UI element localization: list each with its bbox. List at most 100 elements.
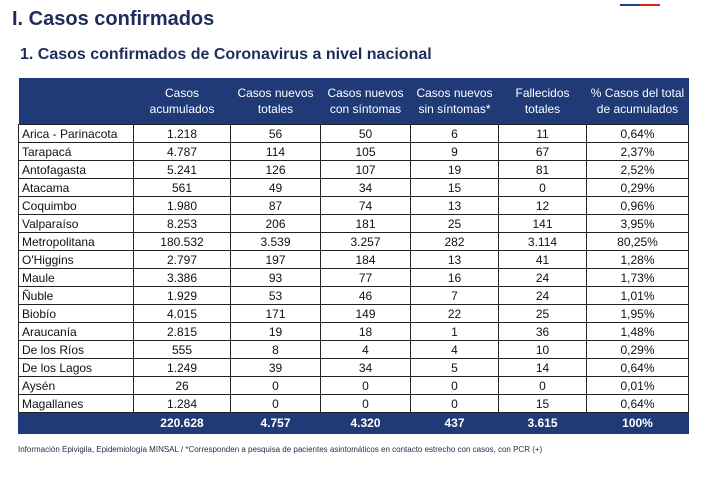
value-cell: 1,48% bbox=[586, 322, 689, 341]
value-cell: 171 bbox=[230, 304, 321, 323]
value-cell: 50 bbox=[320, 124, 411, 143]
region-cell: Maule bbox=[18, 268, 134, 287]
total-cell: 4.320 bbox=[320, 412, 411, 434]
table-row: Valparaíso 8.253 206 181 25 141 3,95% bbox=[18, 214, 689, 233]
region-cell: Magallanes bbox=[18, 394, 134, 413]
table-row: Araucanía 2.815 19 18 1 36 1,48% bbox=[18, 322, 689, 341]
value-cell: 555 bbox=[133, 340, 231, 359]
value-cell: 3.386 bbox=[133, 268, 231, 287]
value-cell: 282 bbox=[410, 232, 499, 251]
value-cell: 19 bbox=[410, 160, 499, 179]
value-cell: 93 bbox=[230, 268, 321, 287]
table-row: Antofagasta 5.241 126 107 19 81 2,52% bbox=[18, 160, 689, 179]
value-cell: 87 bbox=[230, 196, 321, 215]
table-row: Coquimbo 1.980 87 74 13 12 0,96% bbox=[18, 196, 689, 215]
value-cell: 4.787 bbox=[133, 142, 231, 161]
subsection-title: 1. Casos confirmados de Coronavirus a ni… bbox=[20, 46, 432, 63]
region-cell: Arica - Parinacota bbox=[18, 124, 134, 143]
value-cell: 80,25% bbox=[586, 232, 689, 251]
value-cell: 14 bbox=[498, 358, 587, 377]
value-cell: 24 bbox=[498, 286, 587, 305]
value-cell: 25 bbox=[410, 214, 499, 233]
value-cell: 11 bbox=[498, 124, 587, 143]
value-cell: 1,28% bbox=[586, 250, 689, 269]
region-cell: O'Higgins bbox=[18, 250, 134, 269]
table-row: Atacama 561 49 34 15 0 0,29% bbox=[18, 178, 689, 197]
value-cell: 180.532 bbox=[133, 232, 231, 251]
value-cell: 4 bbox=[410, 340, 499, 359]
value-cell: 36 bbox=[498, 322, 587, 341]
value-cell: 16 bbox=[410, 268, 499, 287]
total-cell: 4.757 bbox=[230, 412, 321, 434]
value-cell: 3.114 bbox=[498, 232, 587, 251]
value-cell: 126 bbox=[230, 160, 321, 179]
value-cell: 6 bbox=[410, 124, 499, 143]
value-cell: 0,64% bbox=[586, 394, 689, 413]
value-cell: 184 bbox=[320, 250, 411, 269]
value-cell: 0 bbox=[320, 394, 411, 413]
value-cell: 1.249 bbox=[133, 358, 231, 377]
column-header: Casos nuevos totales bbox=[230, 78, 321, 125]
value-cell: 3.539 bbox=[230, 232, 321, 251]
table-row: De los Lagos 1.249 39 34 5 14 0,64% bbox=[18, 358, 689, 377]
total-cell: 3.615 bbox=[498, 412, 587, 434]
region-cell: Atacama bbox=[18, 178, 134, 197]
table-row: Maule 3.386 93 77 16 24 1,73% bbox=[18, 268, 689, 287]
value-cell: 49 bbox=[230, 178, 321, 197]
value-cell: 13 bbox=[410, 250, 499, 269]
table-header-row: Casos acumulados Casos nuevos totales Caso… bbox=[18, 78, 689, 125]
table-row: Magallanes 1.284 0 0 0 15 0,64% bbox=[18, 394, 689, 413]
value-cell: 81 bbox=[498, 160, 587, 179]
value-cell: 3.257 bbox=[320, 232, 411, 251]
value-cell: 67 bbox=[498, 142, 587, 161]
table-row: Ñuble 1.929 53 46 7 24 1,01% bbox=[18, 286, 689, 305]
value-cell: 2,37% bbox=[586, 142, 689, 161]
value-cell: 5.241 bbox=[133, 160, 231, 179]
value-cell: 114 bbox=[230, 142, 321, 161]
region-cell: Coquimbo bbox=[18, 196, 134, 215]
value-cell: 1,73% bbox=[586, 268, 689, 287]
region-cell: Metropolitana bbox=[18, 232, 134, 251]
value-cell: 105 bbox=[320, 142, 411, 161]
value-cell: 12 bbox=[498, 196, 587, 215]
value-cell: 18 bbox=[320, 322, 411, 341]
table-row: Tarapacá 4.787 114 105 9 67 2,37% bbox=[18, 142, 689, 161]
value-cell: 9 bbox=[410, 142, 499, 161]
footnote: Información Epivigila, Epidemiología MIN… bbox=[18, 445, 543, 454]
value-cell: 56 bbox=[230, 124, 321, 143]
column-header: Casos nuevos con síntomas bbox=[320, 78, 411, 125]
value-cell: 2.815 bbox=[133, 322, 231, 341]
value-cell: 26 bbox=[133, 376, 231, 395]
value-cell: 2.797 bbox=[133, 250, 231, 269]
value-cell: 0,29% bbox=[586, 178, 689, 197]
value-cell: 41 bbox=[498, 250, 587, 269]
table-row: Aysén 26 0 0 0 0 0,01% bbox=[18, 376, 689, 395]
table-row: Arica - Parinacota 1.218 56 50 6 11 0,64% bbox=[18, 124, 689, 143]
value-cell: 0 bbox=[320, 376, 411, 395]
value-cell: 46 bbox=[320, 286, 411, 305]
value-cell: 197 bbox=[230, 250, 321, 269]
column-header: % Casos del total de acumulados bbox=[586, 78, 689, 125]
region-cell: Antofagasta bbox=[18, 160, 134, 179]
value-cell: 3,95% bbox=[586, 214, 689, 233]
table-totals-row: 220.628 4.757 4.320 437 3.615 100% bbox=[18, 412, 689, 434]
value-cell: 0 bbox=[410, 394, 499, 413]
value-cell: 1,95% bbox=[586, 304, 689, 323]
region-cell: De los Lagos bbox=[18, 358, 134, 377]
value-cell: 206 bbox=[230, 214, 321, 233]
value-cell: 1,01% bbox=[586, 286, 689, 305]
value-cell: 181 bbox=[320, 214, 411, 233]
value-cell: 561 bbox=[133, 178, 231, 197]
value-cell: 77 bbox=[320, 268, 411, 287]
value-cell: 0 bbox=[498, 178, 587, 197]
value-cell: 4 bbox=[320, 340, 411, 359]
value-cell: 4.015 bbox=[133, 304, 231, 323]
total-cell: 437 bbox=[410, 412, 499, 434]
table-row: De los Ríos 555 8 4 4 10 0,29% bbox=[18, 340, 689, 359]
region-cell: Valparaíso bbox=[18, 214, 134, 233]
column-header: Fallecidos totales bbox=[498, 78, 587, 125]
value-cell: 74 bbox=[320, 196, 411, 215]
value-cell: 39 bbox=[230, 358, 321, 377]
value-cell: 2,52% bbox=[586, 160, 689, 179]
table-row: Biobío 4.015 171 149 22 25 1,95% bbox=[18, 304, 689, 323]
